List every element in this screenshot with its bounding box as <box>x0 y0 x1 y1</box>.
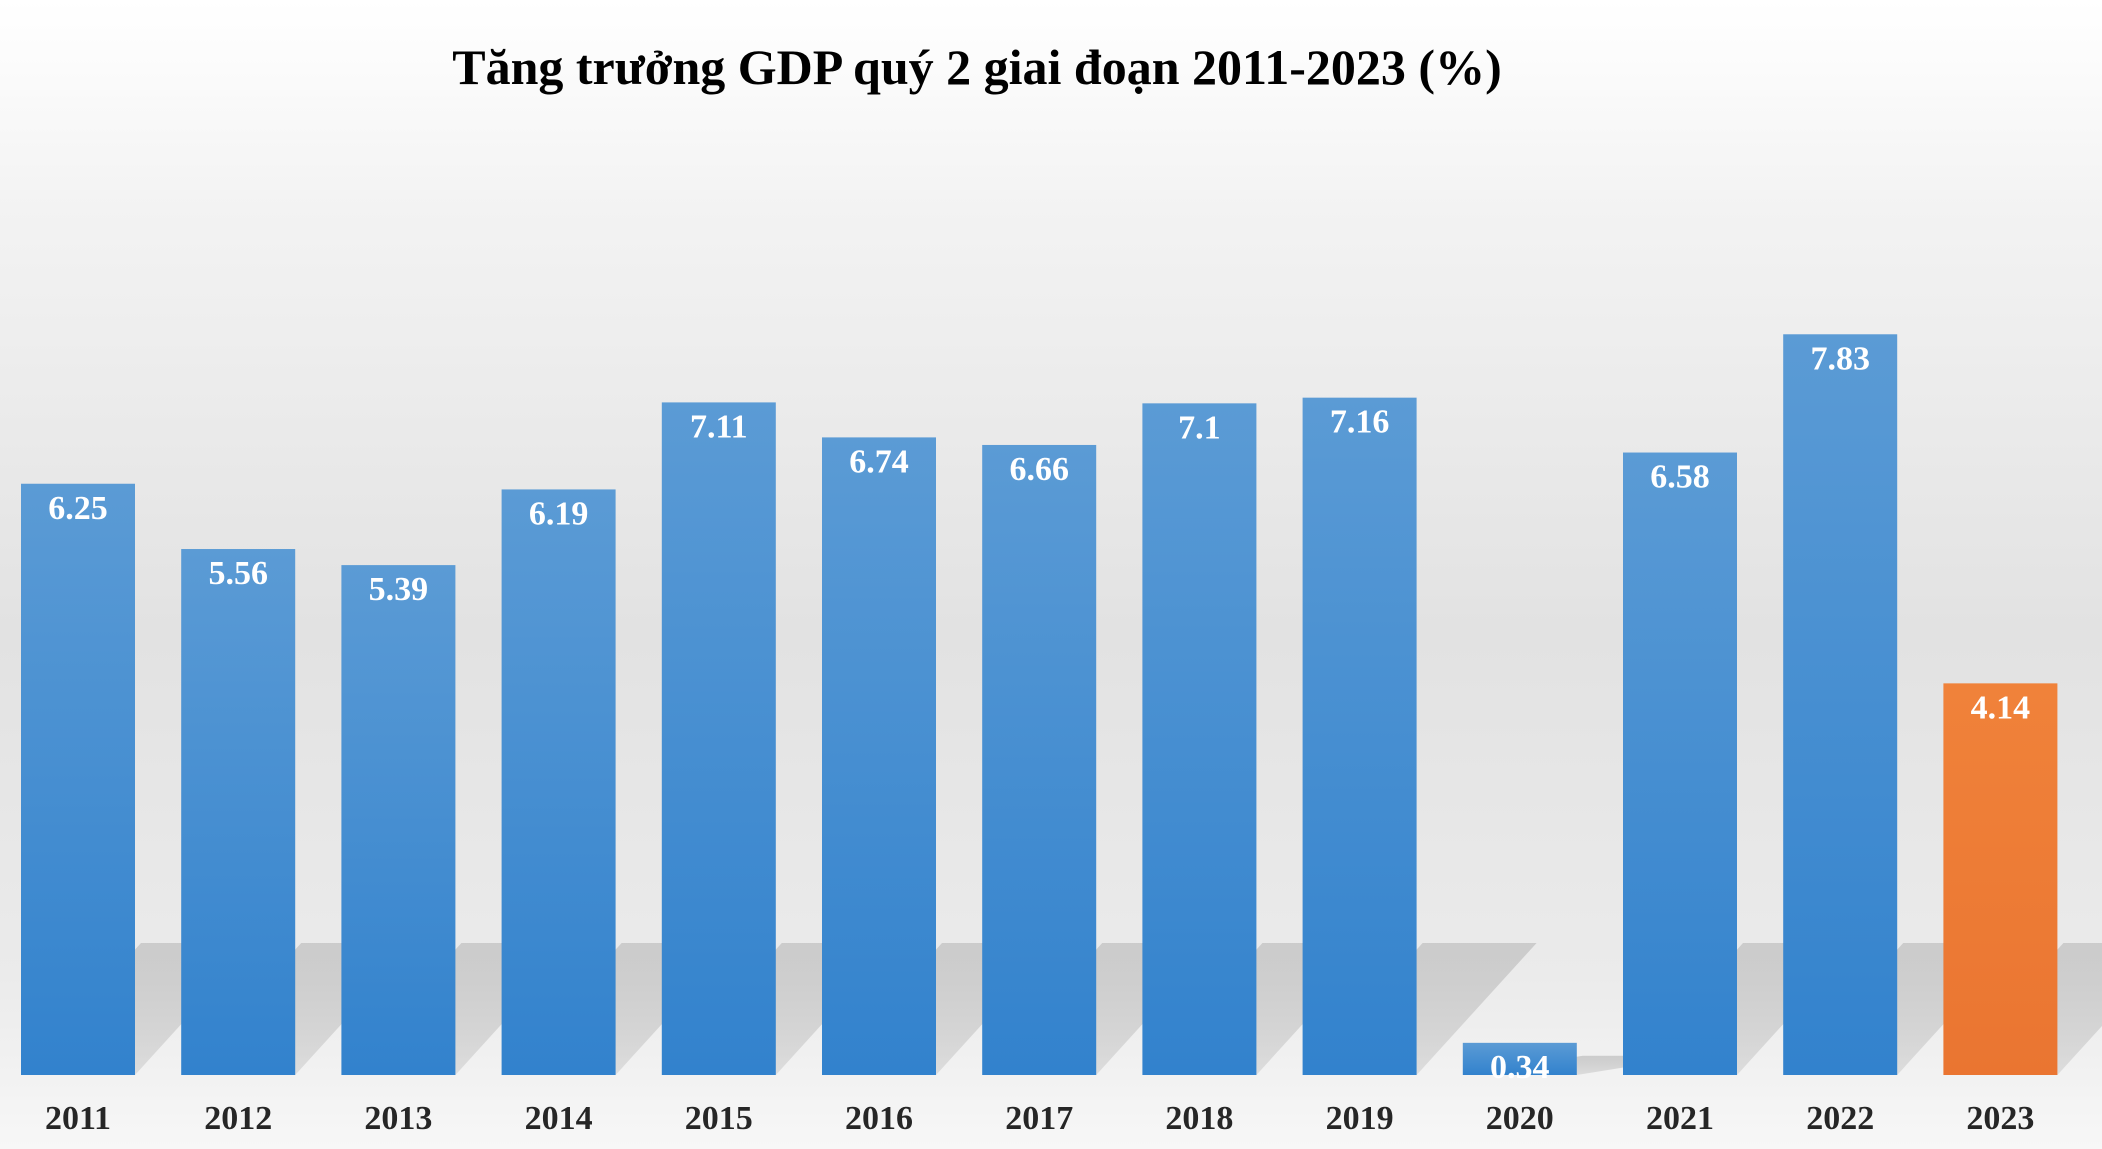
data-label-2012: 5.56 <box>208 555 268 592</box>
data-label-2023: 4.14 <box>1971 689 2031 726</box>
data-label-2020: 0.34 <box>1490 1049 1550 1086</box>
bar-2017 <box>982 444 1097 1075</box>
x-tick-label-2018: 2018 <box>1165 1100 1233 1137</box>
bar-2016 <box>822 437 936 1075</box>
data-label-2015: 7.11 <box>690 408 748 445</box>
bar-value-labels: 6.25 5.56 5.39 6.19 7.11 6.74 6.66 7.1 7.16 0.34 6… <box>48 340 2030 1086</box>
x-tick-label-2020: 2020 <box>1486 1100 1554 1137</box>
bar-2020 <box>1462 1042 1577 1075</box>
x-tick-label-2017: 2017 <box>1005 1100 1073 1137</box>
x-tick-label-2012: 2012 <box>204 1100 272 1137</box>
bar-2019 <box>1302 397 1417 1075</box>
x-tick-label-2021: 2021 <box>1646 1100 1714 1137</box>
x-tick-label-2013: 2013 <box>364 1100 432 1137</box>
data-label-2016: 6.74 <box>849 443 909 480</box>
x-tick-label-2016: 2016 <box>845 1100 913 1137</box>
data-label-2019: 7.16 <box>1330 404 1390 441</box>
bar-2012 <box>181 549 296 1075</box>
data-label-2014: 6.19 <box>529 495 589 532</box>
data-label-2011: 6.25 <box>48 490 108 527</box>
data-label-2022: 7.83 <box>1810 340 1870 377</box>
bar-2014 <box>501 489 616 1075</box>
bar-2015 <box>661 402 776 1075</box>
bar-2013 <box>341 565 456 1075</box>
data-label-2013: 5.39 <box>369 571 429 608</box>
bar-2021 <box>1623 452 1737 1076</box>
data-label-2018: 7.1 <box>1178 409 1221 446</box>
data-label-2017: 6.66 <box>1009 451 1069 488</box>
data-label-2021: 6.58 <box>1650 459 1710 496</box>
bar-2011 <box>21 483 135 1075</box>
x-axis-tick-labels: 2011 2012 2013 2014 2015 2016 2017 2018 2019 2020… <box>45 1100 2034 1137</box>
x-tick-label-2023: 2023 <box>1966 1100 2034 1137</box>
x-tick-label-2015: 2015 <box>685 1100 753 1137</box>
x-tick-label-2014: 2014 <box>525 1100 593 1137</box>
bar-2022 <box>1783 334 1898 1076</box>
chart-title: Tăng trưởng GDP quý 2 giai đoạn 2011-202… <box>452 39 1502 95</box>
x-tick-label-2019: 2019 <box>1326 1100 1394 1137</box>
bars <box>21 334 2058 1076</box>
x-tick-label-2022: 2022 <box>1806 1100 1874 1137</box>
bar-2023 <box>1943 683 2058 1075</box>
x-tick-label-2011: 2011 <box>45 1100 111 1137</box>
bar-2018 <box>1142 403 1257 1076</box>
